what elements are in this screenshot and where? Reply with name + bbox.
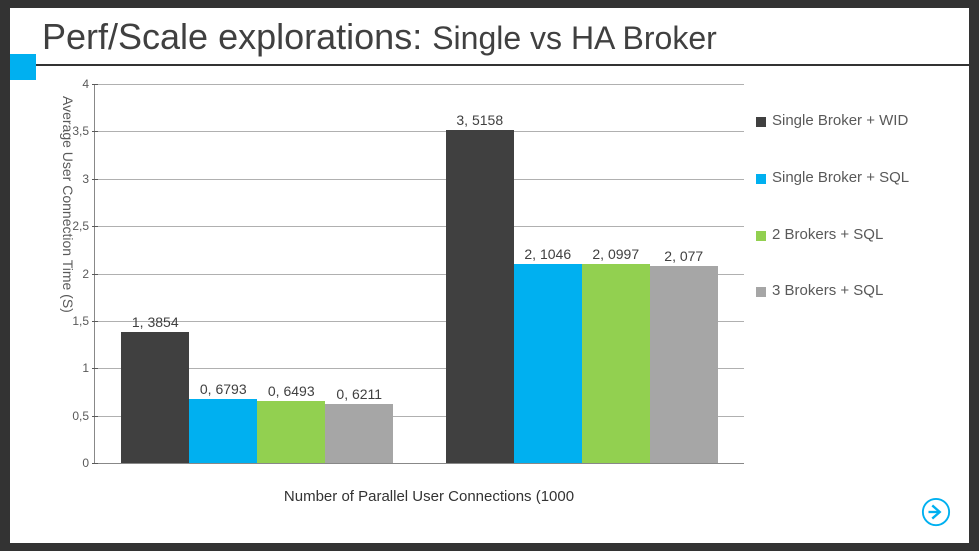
title-main: Perf/Scale explorations: xyxy=(42,16,432,57)
title-sub: Single vs HA Broker xyxy=(432,20,717,56)
legend-swatch xyxy=(756,117,766,127)
arrow-right-circle-icon xyxy=(921,497,951,527)
legend-item: Single Broker + WID xyxy=(756,112,926,131)
y-tick xyxy=(92,226,98,227)
bar: 0, 6493 xyxy=(257,401,325,463)
bar: 2, 0997 xyxy=(582,264,650,463)
bar: 3, 5158 xyxy=(446,130,514,463)
x-axis-label: Number of Parallel User Connections (100… xyxy=(94,488,744,505)
bar-group: 3, 51582, 10462, 09972, 077 xyxy=(420,84,745,463)
y-tick xyxy=(92,274,98,275)
y-tick-label: 3,5 xyxy=(72,124,89,138)
legend-label: 2 Brokers + SQL xyxy=(772,226,883,245)
bar-chart: 1, 38540, 67930, 64930, 62113, 51582, 10… xyxy=(94,84,744,541)
y-tick-label: 2,5 xyxy=(72,219,89,233)
y-tick xyxy=(92,463,98,464)
bar-value-label: 2, 0997 xyxy=(592,246,639,262)
plot-area: 1, 38540, 67930, 64930, 62113, 51582, 10… xyxy=(94,84,744,464)
legend: Single Broker + WID Single Broker + SQL 2 … xyxy=(756,84,926,541)
y-tick-label: 3 xyxy=(82,172,89,186)
y-tick-label: 0,5 xyxy=(72,409,89,423)
bar-value-label: 2, 077 xyxy=(664,248,703,264)
bar-value-label: 2, 1046 xyxy=(524,246,571,262)
content-region: Average User Connection Time (S) 1, 3854… xyxy=(10,66,969,541)
legend-swatch xyxy=(756,231,766,241)
bar: 2, 1046 xyxy=(514,264,582,463)
legend-label: 3 Brokers + SQL xyxy=(772,282,883,301)
bar-group: 1, 38540, 67930, 64930, 6211 xyxy=(95,84,420,463)
legend-swatch xyxy=(756,287,766,297)
legend-item: Single Broker + SQL xyxy=(756,169,926,188)
bar: 0, 6211 xyxy=(325,404,393,463)
legend-label: Single Broker + SQL xyxy=(772,169,909,188)
next-slide-button[interactable] xyxy=(921,497,951,527)
bar-value-label: 0, 6493 xyxy=(268,383,315,399)
title-region: Perf/Scale explorations: Single vs HA Br… xyxy=(10,8,969,66)
bar-value-label: 3, 5158 xyxy=(456,112,503,128)
y-tick xyxy=(92,368,98,369)
legend-label: Single Broker + WID xyxy=(772,112,908,131)
y-tick xyxy=(92,179,98,180)
y-tick xyxy=(92,84,98,85)
bar-value-label: 1, 3854 xyxy=(132,314,179,330)
title-accent xyxy=(10,54,36,80)
legend-swatch xyxy=(756,174,766,184)
bar: 2, 077 xyxy=(650,266,718,463)
slide-title: Perf/Scale explorations: Single vs HA Br… xyxy=(42,16,969,58)
y-tick-label: 0 xyxy=(82,456,89,470)
y-tick-label: 2 xyxy=(82,267,89,281)
y-axis-label-wrap: Average User Connection Time (S) xyxy=(62,96,82,396)
bar-value-label: 0, 6793 xyxy=(200,381,247,397)
bars-container: 1, 38540, 67930, 64930, 62113, 51582, 10… xyxy=(95,84,744,463)
y-tick-label: 1,5 xyxy=(72,314,89,328)
bar: 0, 6793 xyxy=(189,399,257,463)
y-tick-label: 4 xyxy=(82,77,89,91)
y-tick-label: 1 xyxy=(82,361,89,375)
bar-value-label: 0, 6211 xyxy=(336,386,382,402)
legend-item: 3 Brokers + SQL xyxy=(756,282,926,301)
y-tick xyxy=(92,321,98,322)
legend-item: 2 Brokers + SQL xyxy=(756,226,926,245)
y-tick xyxy=(92,131,98,132)
bar: 1, 3854 xyxy=(121,332,189,463)
y-tick xyxy=(92,416,98,417)
